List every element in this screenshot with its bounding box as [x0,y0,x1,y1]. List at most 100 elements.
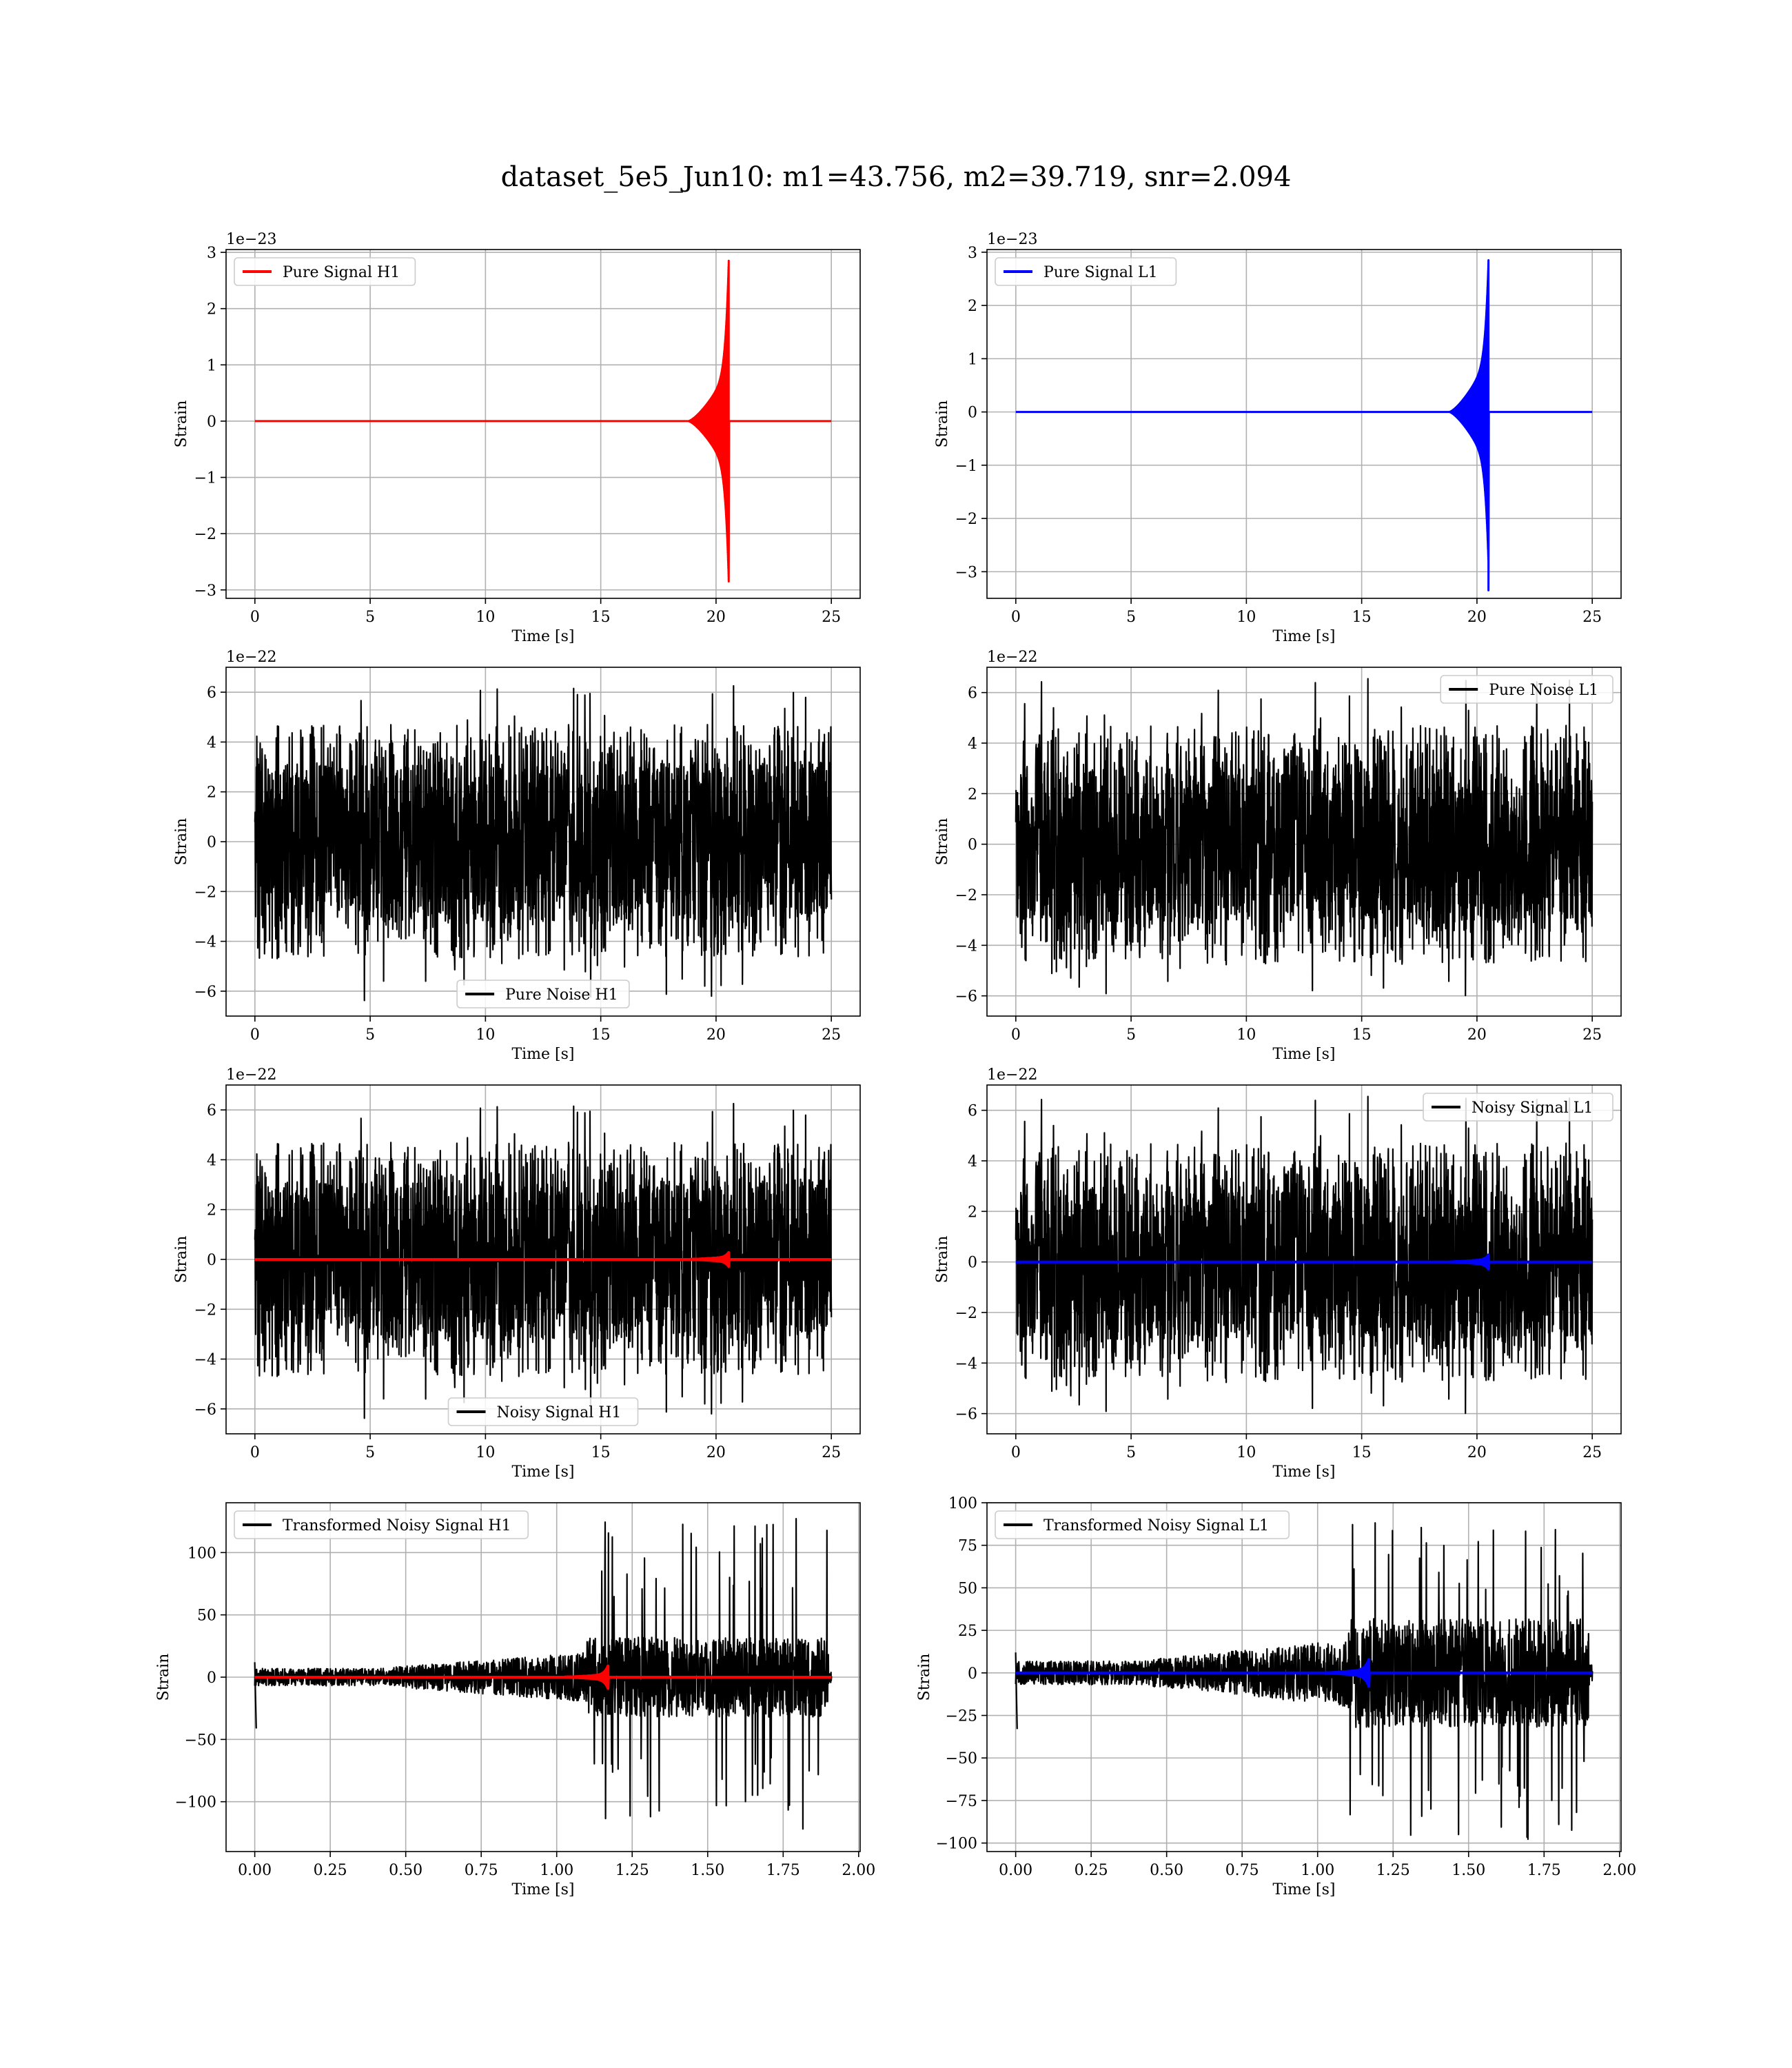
pure-signal-l1-frame [986,249,1622,599]
noisy-signal-h1-offset-text: 1e−22 [226,1066,276,1084]
x-tick-label: 1.25 [615,1862,649,1879]
pure-signal-h1-panel: 0 5 10 15 20 25 −3 −2 −1 0 1 2 3 Time [s] Strain 1e−23 P… [173,231,861,645]
y-tick-label: −2 [194,526,216,543]
y-tick-label: 2 [207,1202,216,1219]
y-tick-label: −4 [194,1352,216,1369]
x-tick-label: 10 [1236,609,1256,626]
noisy-signal-l1-offset-text: 1e−22 [987,1066,1037,1084]
transformed-noisy-signal-h1-overlay-line [254,1664,832,1690]
transformed-noisy-signal-l1-frame [986,1502,1622,1852]
x-tick-label: 5 [1126,1026,1136,1044]
x-tick-label: 15 [591,609,611,626]
y-tick-label: 6 [968,1103,977,1120]
transformed-noisy-signal-h1-x-axis-label: Time [s] [511,1881,574,1898]
legend-label: Pure Noise L1 [1489,682,1598,699]
noisy-signal-l1-frame [986,1084,1622,1435]
x-tick-label: 15 [1352,1444,1372,1461]
y-tick-label: −6 [194,1401,216,1419]
x-tick-label: 5 [1126,1444,1136,1461]
x-tick-label: 0.25 [314,1862,347,1879]
pure-signal-l1-offset-text: 1e−23 [987,231,1037,248]
y-tick-label: −100 [936,1836,977,1853]
pure-signal-l1-y-ticks: −3 −2 −1 0 1 2 3 [955,245,987,581]
y-tick-label: 0 [968,1665,977,1683]
noisy-signal-h1-y-axis-label: Strain [173,1236,190,1284]
noisy-signal-h1-x-ticks: 0 5 10 15 20 25 [250,1434,841,1461]
noisy-signal-l1-overlay-line [1015,1253,1593,1270]
pure-noise-l1-panel: 0 5 10 15 20 25 −6 −4 −2 0 2 4 6 Time [s] Strain 1e−22 P… [934,649,1622,1063]
noisy-signal-l1-y-axis-label: Strain [934,1236,951,1284]
x-tick-label: 15 [1352,609,1372,626]
x-tick-label: 0 [250,1444,260,1461]
transformed-noisy-signal-l1-overlay-line [1015,1658,1593,1688]
y-tick-label: −6 [955,1406,977,1423]
x-tick-label: 0.25 [1075,1862,1108,1879]
x-tick-label: 10 [476,1026,495,1044]
x-tick-label: 0 [1011,609,1021,626]
x-tick-label: 0 [1011,1444,1021,1461]
x-tick-label: 20 [706,1444,726,1461]
pure-signal-l1-panel: 0 5 10 15 20 25 −3 −2 −1 0 1 2 3 Time [s] Strain 1e−23 P… [934,231,1622,645]
x-tick-label: 5 [1126,609,1136,626]
transformed-noisy-signal-l1-x-ticks: 0.00 0.25 0.50 0.75 1.00 1.25 1.50 1.75 2.00 [999,1852,1636,1879]
y-tick-label: −4 [194,934,216,951]
x-tick-label: 1.00 [540,1862,573,1879]
pure-noise-l1-x-axis-label: Time [s] [1272,1046,1335,1063]
noisy-signal-h1-legend: Noisy Signal H1 [447,1397,639,1426]
x-tick-label: 1.50 [1452,1862,1485,1879]
x-tick-label: 2.00 [842,1862,875,1879]
legend-label: Transformed Noisy Signal L1 [1043,1517,1269,1534]
y-tick-label: 4 [968,736,977,753]
pure-noise-l1-offset-text: 1e−22 [987,649,1037,666]
pure-noise-h1-offset-text: 1e−22 [226,649,276,666]
x-tick-label: 10 [1236,1444,1256,1461]
transformed-noisy-signal-l1-panel: 0.00 0.25 0.50 0.75 1.00 1.25 1.50 1.75 2.00 −100… [916,1495,1636,1898]
x-tick-label: 15 [1352,1026,1372,1044]
x-tick-label: 20 [1467,1026,1487,1044]
x-tick-label: 5 [365,1444,375,1461]
pure-signal-h1-x-ticks: 0 5 10 15 20 25 [250,598,841,626]
y-tick-label: −3 [194,582,216,600]
y-tick-label: 4 [207,1152,216,1169]
y-tick-label: 75 [958,1538,977,1555]
legend-label: Pure Signal L1 [1043,264,1158,281]
x-tick-label: 15 [591,1444,611,1461]
x-tick-label: 1.00 [1301,1862,1334,1879]
noisy-signal-h1-overlay-line [254,1250,832,1268]
pure-noise-h1-x-axis-label: Time [s] [511,1046,574,1063]
y-tick-label: 1 [968,351,977,368]
x-tick-label: 1.50 [691,1862,724,1879]
y-tick-label: 6 [207,1102,216,1119]
y-tick-label: 0 [968,1255,977,1272]
pure-noise-h1-y-ticks: −6 −4 −2 0 2 4 6 [194,685,226,1001]
y-tick-label: 1 [207,357,216,374]
x-tick-label: 25 [1582,609,1602,626]
noisy-signal-h1-plot-area [254,1102,833,1419]
pure-noise-l1-plot-area [1015,678,1594,997]
transformed-noisy-signal-l1-legend: Transformed Noisy Signal L1 [995,1510,1290,1539]
y-tick-label: −1 [194,470,216,487]
y-tick-label: −50 [185,1732,216,1749]
x-tick-label: 15 [591,1026,611,1044]
y-tick-label: 6 [968,685,977,702]
legend-label: Pure Signal H1 [283,264,400,281]
y-tick-label: −6 [194,984,216,1001]
pure-noise-h1-plot-area [254,685,833,1002]
pure-noise-h1-line [254,685,833,1002]
pure-noise-h1-y-axis-label: Strain [173,818,190,866]
pure-signal-l1-x-axis-label: Time [s] [1272,628,1335,645]
pure-signal-l1-line [1015,259,1593,591]
x-tick-label: 10 [476,1444,495,1461]
x-tick-label: 5 [365,609,375,626]
transformed-noisy-signal-h1-x-ticks: 0.00 0.25 0.50 0.75 1.00 1.25 1.50 1.75 2.00 [238,1852,875,1879]
x-tick-label: 0.00 [999,1862,1032,1879]
transformed-noisy-signal-l1-y-axis-label: Strain [916,1654,933,1701]
pure-noise-l1-x-ticks: 0 5 10 15 20 25 [1011,1016,1602,1044]
y-tick-label: 100 [948,1495,977,1512]
pure-noise-h1-x-ticks: 0 5 10 15 20 25 [250,1016,841,1044]
x-tick-label: 25 [822,609,841,626]
y-tick-label: −4 [955,937,977,955]
x-tick-label: 2.00 [1602,1862,1636,1879]
pure-signal-l1-x-ticks: 0 5 10 15 20 25 [1011,598,1602,626]
